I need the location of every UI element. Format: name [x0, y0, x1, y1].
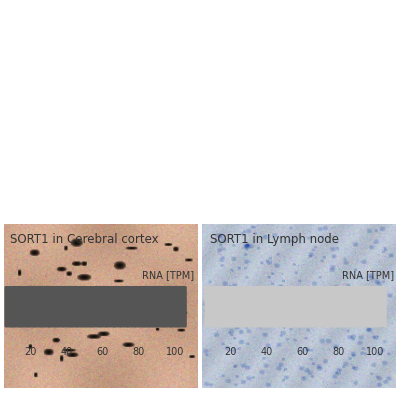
FancyBboxPatch shape [298, 286, 308, 328]
FancyBboxPatch shape [156, 286, 165, 328]
FancyBboxPatch shape [262, 286, 272, 328]
FancyBboxPatch shape [26, 286, 36, 328]
FancyBboxPatch shape [320, 286, 329, 328]
FancyBboxPatch shape [334, 286, 344, 328]
Text: SORT1 in Cerebral cortex: SORT1 in Cerebral cortex [10, 233, 159, 246]
FancyBboxPatch shape [212, 286, 221, 328]
FancyBboxPatch shape [356, 286, 365, 328]
FancyBboxPatch shape [348, 286, 358, 328]
FancyBboxPatch shape [327, 286, 336, 328]
FancyBboxPatch shape [233, 286, 243, 328]
FancyBboxPatch shape [141, 286, 151, 328]
Text: 20: 20 [225, 347, 237, 357]
FancyBboxPatch shape [312, 286, 322, 328]
FancyBboxPatch shape [276, 286, 286, 328]
FancyBboxPatch shape [363, 286, 372, 328]
FancyBboxPatch shape [219, 286, 228, 328]
Text: 60: 60 [297, 347, 309, 357]
FancyBboxPatch shape [226, 286, 236, 328]
FancyBboxPatch shape [134, 286, 144, 328]
FancyBboxPatch shape [120, 286, 129, 328]
FancyBboxPatch shape [284, 286, 293, 328]
Text: 40: 40 [61, 347, 73, 357]
FancyBboxPatch shape [76, 286, 86, 328]
FancyBboxPatch shape [255, 286, 264, 328]
FancyBboxPatch shape [91, 286, 100, 328]
FancyBboxPatch shape [12, 286, 21, 328]
Text: RNA [TPM]: RNA [TPM] [142, 270, 194, 280]
FancyBboxPatch shape [240, 286, 250, 328]
FancyBboxPatch shape [55, 286, 64, 328]
Text: 80: 80 [333, 347, 345, 357]
FancyBboxPatch shape [163, 286, 172, 328]
Text: RNA [TPM]: RNA [TPM] [342, 270, 394, 280]
Text: 100: 100 [166, 347, 184, 357]
FancyBboxPatch shape [62, 286, 72, 328]
Text: 60: 60 [97, 347, 109, 357]
FancyBboxPatch shape [40, 286, 50, 328]
FancyBboxPatch shape [33, 286, 43, 328]
FancyBboxPatch shape [112, 286, 122, 328]
Text: 20: 20 [25, 347, 37, 357]
FancyBboxPatch shape [291, 286, 300, 328]
FancyBboxPatch shape [377, 286, 387, 328]
FancyBboxPatch shape [341, 286, 351, 328]
Text: SORT1 in Lymph node: SORT1 in Lymph node [210, 233, 339, 246]
FancyBboxPatch shape [105, 286, 115, 328]
FancyBboxPatch shape [248, 286, 257, 328]
Text: 80: 80 [133, 347, 145, 357]
FancyBboxPatch shape [204, 286, 214, 328]
FancyBboxPatch shape [98, 286, 108, 328]
Text: 40: 40 [261, 347, 273, 357]
FancyBboxPatch shape [370, 286, 380, 328]
FancyBboxPatch shape [84, 286, 93, 328]
FancyBboxPatch shape [269, 286, 279, 328]
FancyBboxPatch shape [48, 286, 57, 328]
FancyBboxPatch shape [177, 286, 187, 328]
FancyBboxPatch shape [305, 286, 315, 328]
FancyBboxPatch shape [127, 286, 136, 328]
FancyBboxPatch shape [4, 286, 14, 328]
FancyBboxPatch shape [148, 286, 158, 328]
FancyBboxPatch shape [19, 286, 28, 328]
Text: 100: 100 [366, 347, 384, 357]
FancyBboxPatch shape [170, 286, 180, 328]
FancyBboxPatch shape [69, 286, 79, 328]
